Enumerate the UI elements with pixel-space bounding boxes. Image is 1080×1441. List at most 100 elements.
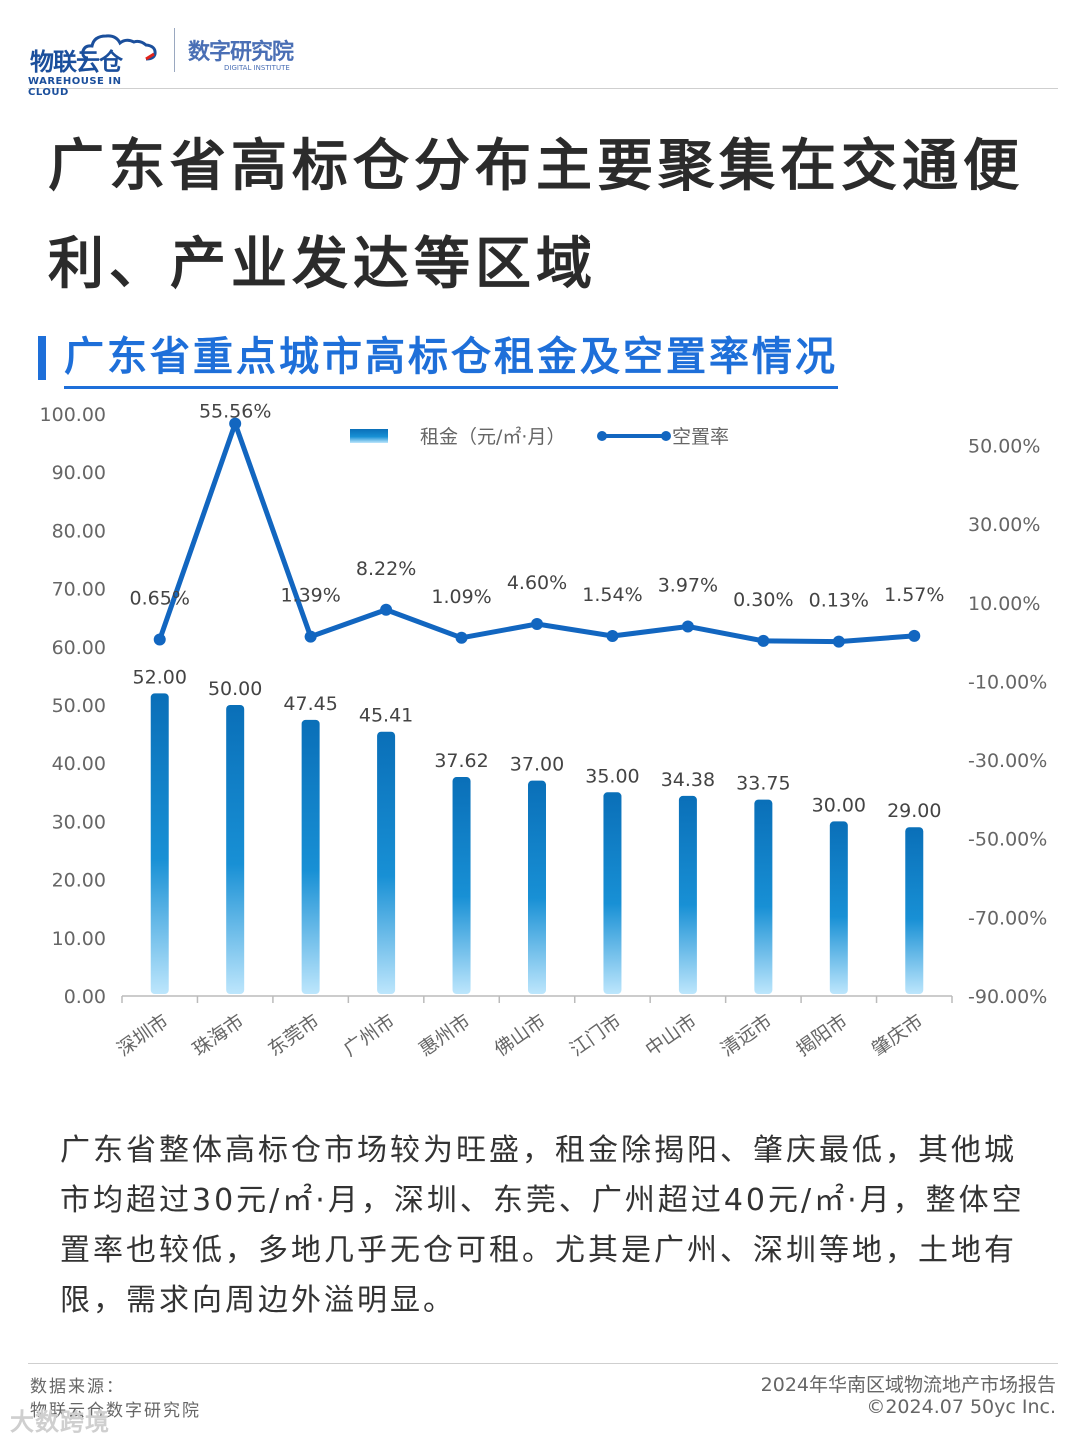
subtitle-accent-bar (38, 336, 46, 380)
legend-rent-label: 租金（元/㎡·月） (420, 425, 565, 448)
vacancy-point-label: 0.13% (809, 590, 869, 612)
rent-vacancy-chart: 租金（元/㎡·月） 空置率 0.00 10.00 20.00 30.00 40.00 50… (40, 401, 1048, 1061)
institute-name: 数字研究院 (188, 40, 294, 65)
vacancy-point-label: 1.39% (280, 585, 340, 607)
vacancy-point-label: 1.09% (431, 586, 491, 608)
logo-divider (174, 28, 175, 72)
chart-legend: 租金（元/㎡·月） 空置率 (350, 425, 729, 448)
header: 物联云仓 WAREHOUSE IN CLOUD 数字研究院 DIGITAL IN… (28, 18, 1058, 98)
vacancy-point-label: 0.30% (733, 589, 793, 611)
right-axis-tick-label: -90.00% (968, 986, 1047, 1008)
vacancy-point (153, 633, 166, 646)
left-axis-tick-label: 80.00 (52, 520, 106, 542)
x-axis-category-label: 清远市 (717, 1010, 776, 1061)
vacancy-point (757, 634, 770, 647)
legend-vacancy-label: 空置率 (672, 426, 729, 448)
rent-bar-label: 30.00 (812, 794, 866, 816)
logo-en: WAREHOUSE IN CLOUD (28, 76, 122, 98)
source-name: 物联云仓数字研究院 (30, 1401, 201, 1421)
rent-bar-label: 50.00 (208, 678, 262, 700)
rent-bar (905, 827, 924, 994)
rent-bar-label: 52.00 (133, 666, 187, 688)
rent-bar-label: 29.00 (887, 800, 941, 822)
rent-bar (226, 705, 245, 994)
rent-bar (377, 731, 396, 994)
vacancy-point (908, 629, 921, 642)
x-axis-category-label: 肇庆市 (868, 1010, 927, 1061)
rent-bar-label: 35.00 (585, 765, 639, 787)
right-axis-tick-label: -50.00% (968, 829, 1047, 851)
vacancy-line (157, 421, 915, 645)
cloud-icon (81, 34, 157, 61)
source-label: 数据来源： (30, 1377, 125, 1397)
rent-bar-label: 33.75 (736, 773, 790, 795)
vacancy-point-label: 55.56% (199, 401, 271, 423)
chart-subtitle: 广东省重点城市高标仓租金及空置率情况 (64, 330, 838, 389)
vacancy-point (531, 617, 543, 630)
footer-divider (28, 1363, 1058, 1364)
logo-cn: 物联云仓 (30, 48, 123, 76)
left-axis-tick-label: 10.00 (52, 928, 106, 950)
x-axis-category-label: 佛山市 (491, 1010, 550, 1061)
right-axis-tick-label: -30.00% (968, 750, 1047, 772)
vacancy-point-label: 4.60% (507, 572, 567, 594)
analysis-paragraph: 广东省整体高标仓市场较为旺盛，租金除揭阳、肇庆最低，其他城市均超过30元/㎡·月… (60, 1133, 1025, 1318)
rent-bar (150, 693, 169, 994)
rent-bar (829, 821, 848, 994)
rent-bar (754, 799, 773, 994)
vacancy-point (681, 620, 694, 633)
left-axis-tick-label: 100.00 (40, 404, 106, 426)
x-axis-category-label: 东莞市 (264, 1010, 323, 1061)
left-axis-tick-label: 60.00 (52, 637, 106, 659)
left-axis-tick-label: 90.00 (52, 462, 106, 484)
right-axis-tick-label: 30.00% (968, 514, 1040, 536)
x-axis-category-label: 深圳市 (113, 1010, 172, 1061)
vacancy-point (304, 630, 317, 643)
vacancy-point (832, 635, 845, 648)
rent-bar-label: 45.41 (359, 705, 413, 727)
rent-bar-label: 34.38 (661, 769, 715, 791)
x-axis-category-label: 中山市 (641, 1010, 700, 1061)
vacancy-point (229, 417, 242, 430)
legend-bar-swatch (350, 429, 388, 443)
vacancy-point-label: 8.22% (356, 558, 416, 580)
right-axis-tick-label: 50.00% (968, 435, 1040, 457)
right-axis-tick-label: -70.00% (968, 907, 1047, 929)
rent-bar-label: 37.00 (510, 754, 564, 776)
vacancy-point-label: 0.65% (130, 588, 190, 610)
x-axis-category-label: 珠海市 (189, 1010, 248, 1061)
left-axis-tick-label: 0.00 (64, 986, 106, 1008)
institute-name-en: DIGITAL INSTITUTE (224, 64, 290, 72)
rent-bar-label: 37.62 (434, 750, 488, 772)
x-axis-category-label: 揭阳市 (792, 1010, 851, 1061)
report-name: 2024年华南区域物流地产市场报告 (760, 1374, 1056, 1396)
rent-bar (603, 792, 622, 994)
rent-bar (452, 777, 471, 994)
left-axis-tick-label: 30.00 (52, 811, 106, 833)
vacancy-point-label: 1.57% (884, 584, 944, 606)
x-axis-category-label: 江门市 (566, 1010, 625, 1061)
right-axis-tick-label: -10.00% (968, 671, 1047, 693)
left-axis-tick-label: 50.00 (52, 695, 106, 717)
vacancy-point-label: 3.97% (658, 574, 718, 596)
x-axis-category-label: 惠州市 (415, 1010, 474, 1061)
legend-line-dot (597, 431, 607, 441)
vacancy-point (606, 630, 619, 643)
legend-line-dot (661, 431, 671, 441)
rent-bar (678, 795, 697, 994)
left-axis-tick-label: 70.00 (52, 579, 106, 601)
x-axis-category-label: 广州市 (340, 1010, 399, 1061)
rent-bar-label: 47.45 (283, 693, 337, 715)
warehouse-in-cloud-logo[interactable]: 物联云仓 WAREHOUSE IN CLOUD (28, 32, 163, 98)
page-title: 广东省高标仓分布主要聚集在交通便利、产业发达等区域 (48, 134, 1024, 297)
vacancy-point-label: 1.54% (582, 584, 642, 606)
vacancy-point (380, 603, 393, 616)
right-axis-tick-label: 10.00% (968, 593, 1040, 615)
vacancy-point (455, 631, 468, 644)
rent-bar (528, 780, 546, 994)
left-axis-tick-label: 40.00 (52, 753, 106, 775)
watermark: 大数跨境 (10, 1408, 110, 1436)
left-axis-tick-label: 20.00 (52, 870, 106, 892)
copyright: ©2024.07 50yc Inc. (866, 1396, 1056, 1418)
rent-bar (301, 719, 320, 994)
